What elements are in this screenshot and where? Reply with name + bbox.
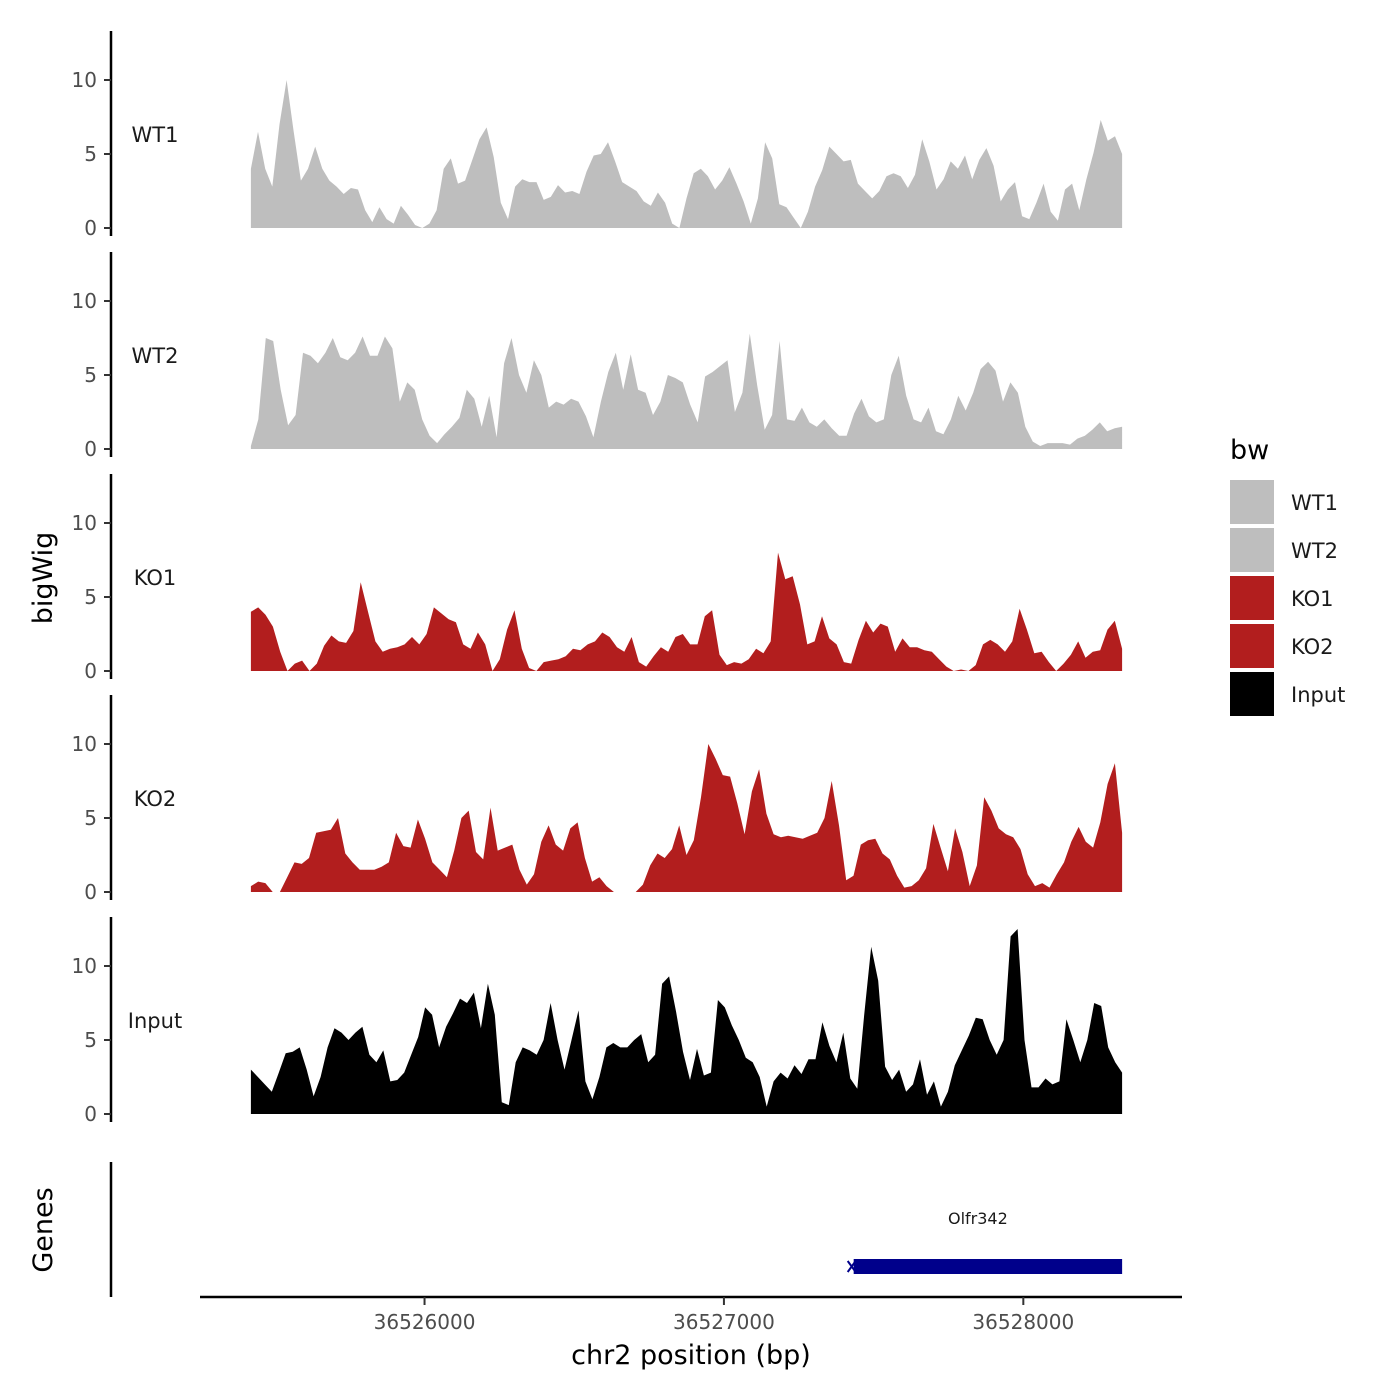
legend-label: Input <box>1291 683 1345 707</box>
y-tick-label: 10 <box>72 68 97 92</box>
track-label: WT1 <box>132 123 179 147</box>
genes-axis-title: Genes <box>28 1187 59 1272</box>
y-tick-label: 5 <box>84 142 97 166</box>
y-tick-label: 5 <box>84 363 97 387</box>
signal-area-wt1 <box>250 80 1123 228</box>
y-tick-label: 0 <box>84 437 97 461</box>
legend-swatch <box>1230 624 1274 668</box>
track-label: Input <box>128 1009 182 1033</box>
y-tick-label: 5 <box>84 1028 97 1052</box>
signal-area-ko1 <box>250 552 1123 671</box>
signal-area-input <box>250 929 1123 1114</box>
y-tick-label: 0 <box>84 216 97 240</box>
y-tick-label: 0 <box>84 659 97 683</box>
y-tick-label: 10 <box>72 289 97 313</box>
legend-entries: WT1 WT2 KO1 KO2 Input <box>1230 480 1345 716</box>
y-axis-title: bigWig <box>28 532 59 625</box>
genes-layer: Olfr342 <box>846 1209 1123 1274</box>
gene-strand-marker <box>846 1260 857 1273</box>
track-wt1: 0 5 10 WT1 <box>72 31 1123 240</box>
legend-label: KO2 <box>1291 635 1334 659</box>
y-tick-label: 5 <box>84 806 97 830</box>
signal-area-ko2 <box>250 744 1123 892</box>
track-wt2: 0 5 10 WT2 <box>72 252 1123 461</box>
track-label: KO1 <box>134 566 177 590</box>
y-tick-label: 5 <box>84 585 97 609</box>
x-tick-label: 36526000 <box>374 1310 476 1334</box>
track-label: KO2 <box>134 787 177 811</box>
legend-label: KO1 <box>1291 587 1334 611</box>
legend-title: bw <box>1230 435 1269 466</box>
gene-olfr342: Olfr342 <box>846 1209 1123 1274</box>
genes-panel: Genes Olfr342 <box>28 1162 1123 1297</box>
legend-swatch <box>1230 528 1274 572</box>
x-tick-label: 36528000 <box>972 1310 1074 1334</box>
legend-item-wt1: WT1 <box>1230 480 1338 524</box>
x-axis: 36526000 36527000 36528000 chr2 position (… <box>200 1295 1182 1371</box>
y-tick-label: 10 <box>72 954 97 978</box>
legend-item-wt2: WT2 <box>1230 528 1338 572</box>
legend-item-input: Input <box>1230 672 1345 716</box>
legend-item-ko2: KO2 <box>1230 624 1334 668</box>
legend-item-ko1: KO1 <box>1230 576 1334 620</box>
legend-label: WT1 <box>1291 491 1338 515</box>
y-tick-label: 0 <box>84 1102 97 1126</box>
legend-swatch <box>1230 672 1274 716</box>
legend-swatch <box>1230 576 1274 620</box>
track-input: 0 5 10 Input <box>72 917 1123 1126</box>
y-tick-label: 0 <box>84 880 97 904</box>
tracks-layer: 0 5 10 WT1 0 5 10 WT2 0 5 10 KO1 0 5 10 KO2 0 5 10 Input <box>72 31 1123 1126</box>
gene-label: Olfr342 <box>948 1209 1008 1228</box>
x-ticks: 36526000 36527000 36528000 <box>374 1297 1074 1334</box>
track-label: WT2 <box>132 344 179 368</box>
x-tick-label: 36527000 <box>673 1310 775 1334</box>
track-ko2: 0 5 10 KO2 <box>72 695 1123 904</box>
y-tick-label: 10 <box>72 511 97 535</box>
signal-area-wt2 <box>250 333 1123 449</box>
legend-swatch <box>1230 480 1274 524</box>
legend-label: WT2 <box>1291 539 1338 563</box>
y-tick-label: 10 <box>72 732 97 756</box>
legend: bw WT1 WT2 KO1 KO2 Input <box>1230 435 1345 716</box>
track-ko1: 0 5 10 KO1 <box>72 474 1123 683</box>
x-axis-title: chr2 position (bp) <box>571 1340 811 1371</box>
gene-body <box>853 1259 1123 1274</box>
